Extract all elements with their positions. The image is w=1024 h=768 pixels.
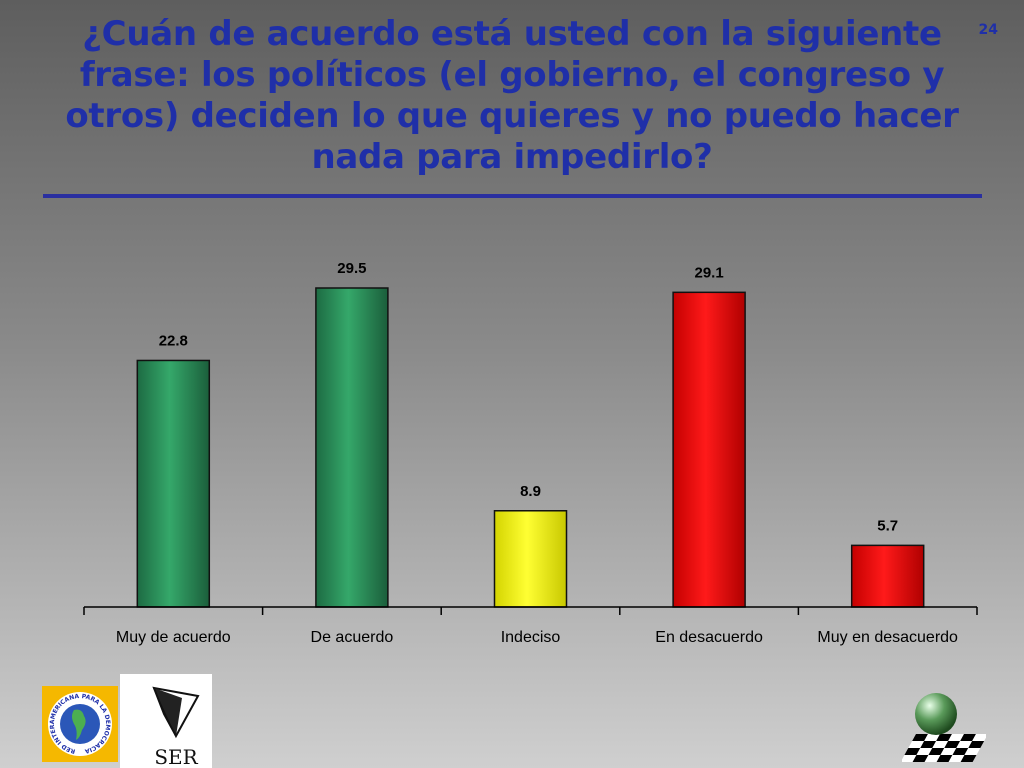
data-label-1: 29.5 (337, 260, 366, 277)
board-square (964, 748, 981, 755)
bar-0 (136, 359, 211, 608)
page-number: 24 (978, 22, 998, 38)
ser-logo: SER (120, 674, 212, 768)
category-label-2: Indeciso (501, 629, 561, 646)
red-interamericana-logo: RED INTERAMERICANA PARA LA DEMOCRACIA (42, 686, 118, 762)
board-square (932, 741, 949, 748)
bar-3 (672, 291, 746, 608)
board-square (960, 755, 977, 762)
ser-logo-text: SER (154, 745, 198, 768)
data-label-4: 5.7 (877, 517, 898, 534)
data-label-3: 29.1 (694, 264, 723, 281)
category-label-4: Muy en desacuerdo (817, 629, 958, 646)
board-square (944, 741, 961, 748)
board-square (916, 748, 933, 755)
category-label-0: Muy de acuerdo (116, 629, 231, 646)
data-label-2: 8.9 (520, 483, 541, 500)
board-square (924, 755, 941, 762)
bar-1 (315, 287, 389, 608)
bar-2 (493, 510, 568, 608)
board-square (940, 748, 957, 755)
board-square (948, 755, 965, 762)
board-square (952, 748, 969, 755)
chess-sphere-logo (902, 693, 986, 762)
bar-4 (850, 544, 925, 608)
board-square (948, 734, 964, 741)
board-square (912, 755, 929, 762)
board-square (904, 748, 921, 755)
board-square (936, 755, 953, 762)
title-divider (43, 194, 982, 198)
data-label-0: 22.8 (159, 332, 188, 349)
board-square (972, 734, 986, 741)
board-square (912, 734, 928, 741)
board-square (936, 734, 952, 741)
category-label-1: De acuerdo (311, 629, 394, 646)
slide-title: ¿Cuán de acuerdo está usted con la sigui… (65, 14, 959, 177)
board-square (928, 748, 945, 755)
board-square (956, 741, 973, 748)
board-square (960, 734, 976, 741)
board-square (908, 741, 925, 748)
board-square (920, 741, 937, 748)
board-square (902, 755, 917, 762)
board-square (924, 734, 940, 741)
category-label-3: En desacuerdo (655, 629, 763, 646)
board-square (968, 741, 985, 748)
